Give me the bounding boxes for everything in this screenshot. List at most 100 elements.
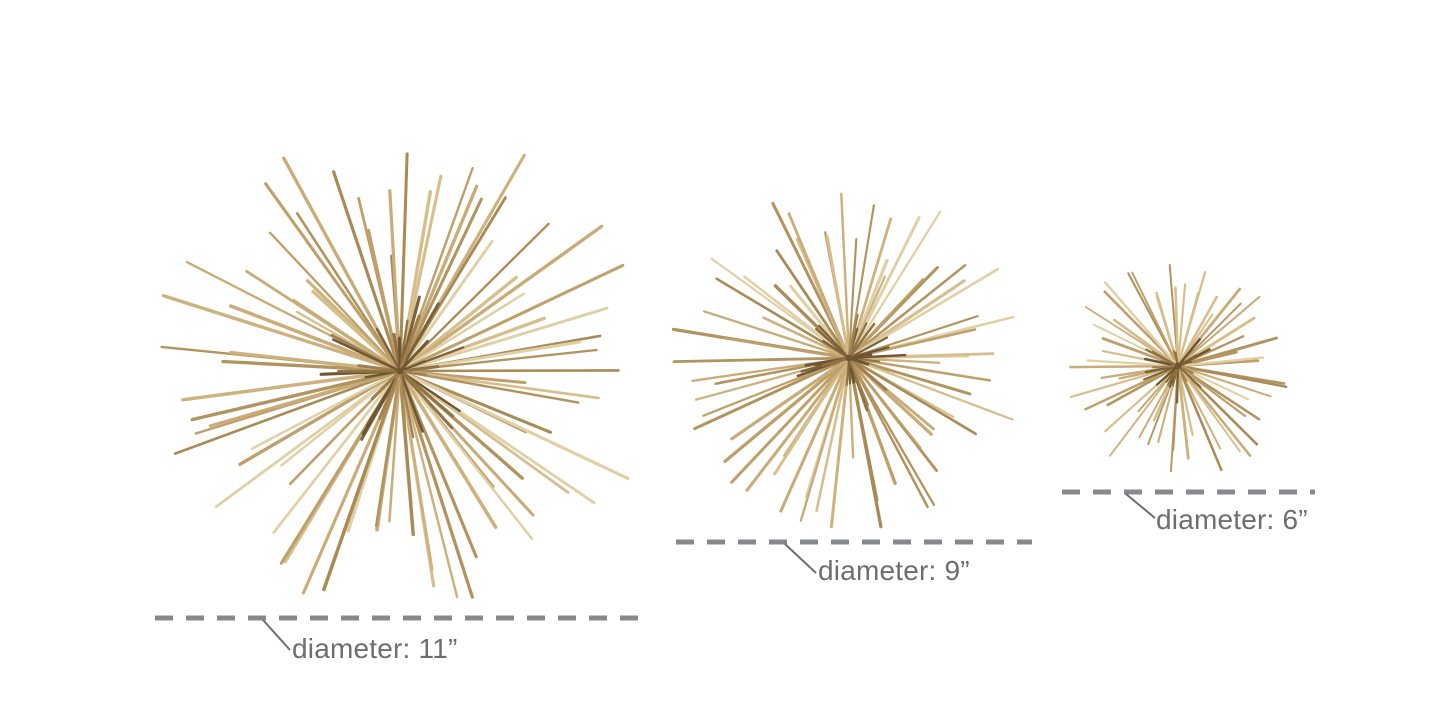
starburst-ray: [850, 278, 925, 357]
starburst-stub: [401, 373, 454, 430]
starburst-ray: [854, 358, 972, 396]
starburst-ray: [311, 289, 396, 367]
starburst-ray: [1137, 369, 1176, 413]
starburst-ray: [402, 222, 550, 369]
starburst-ray: [1184, 368, 1250, 401]
starburst-stub: [370, 370, 401, 401]
starburst-ray: [730, 360, 847, 484]
starburst-stub: [1180, 354, 1198, 366]
starburst-ray: [849, 210, 942, 357]
starburst-ray: [1181, 366, 1272, 398]
starburst-stub: [851, 336, 889, 358]
starburst-ray: [1184, 295, 1261, 361]
starburst-stub: [1178, 365, 1194, 375]
starburst-ray: [715, 277, 847, 358]
starburst-ray: [1184, 316, 1256, 363]
starburst-ray: [402, 374, 534, 541]
starburst-ray: [799, 366, 848, 522]
starburst-stub: [378, 371, 401, 421]
starburst-ray: [401, 224, 604, 371]
starburst-ray: [1178, 369, 1223, 472]
starburst-ray: [388, 378, 401, 523]
starburst-ray: [1179, 365, 1288, 388]
starburst-stub: [403, 360, 426, 371]
starburst-ray: [1177, 371, 1190, 460]
starburst-ray: [322, 378, 399, 592]
starburst-ray: [332, 170, 400, 366]
starburst-ray: [855, 315, 979, 357]
starburst-ray: [238, 371, 398, 466]
starburst-ray: [1181, 350, 1238, 367]
starburst-ray: [272, 371, 400, 534]
starburst-stub: [399, 371, 424, 433]
starburst-ray: [730, 358, 848, 441]
starburst-ray: [787, 212, 849, 356]
starburst-ray: [1183, 372, 1252, 457]
starburst-stub: [399, 314, 421, 369]
starburst-ray: [1084, 367, 1174, 411]
starburst-ray: [723, 337, 840, 358]
starburst-ray: [268, 231, 399, 369]
starburst-ray: [850, 264, 967, 357]
starburst-ray: [852, 279, 966, 357]
starburst-ray: [399, 373, 474, 599]
starburst-ray: [400, 292, 525, 371]
starburst-ray: [1106, 368, 1172, 407]
starburst-stub: [1155, 365, 1178, 386]
starburst-ray: [815, 366, 849, 513]
starburst-stub: [851, 357, 870, 366]
starburst-stub: [1167, 366, 1179, 386]
starburst-ray: [173, 370, 399, 455]
starburst-ray: [850, 360, 922, 450]
starburst-stub: [1178, 367, 1188, 382]
starburst-ray: [849, 204, 875, 352]
starburst-ray: [408, 306, 609, 370]
starburst-ray: [399, 372, 434, 571]
starburst-ray: [745, 359, 849, 492]
starburst-stub: [1180, 367, 1202, 388]
starburst-ray: [402, 340, 582, 372]
starburst-stub: [822, 339, 850, 359]
starburst-stub: [400, 370, 455, 418]
starburst-ray: [282, 156, 397, 364]
starburst-ray: [1101, 336, 1173, 365]
diameter-label-small: diameter: 6”: [1156, 504, 1308, 535]
starburst-ray: [1069, 367, 1170, 399]
starburst-stub: [1143, 365, 1177, 381]
starburst-ray: [250, 372, 397, 450]
starburst-ray: [1178, 370, 1194, 437]
starburst-ray: [853, 357, 941, 364]
label-leader-line-small: [1125, 493, 1156, 519]
starburst-ray: [181, 370, 393, 402]
starburst-ray: [190, 371, 392, 422]
starburst-ray: [1180, 372, 1222, 450]
starburst-ray: [403, 239, 494, 365]
starburst-stub: [364, 370, 399, 379]
starburst-ray: [407, 348, 598, 372]
starburst-stub: [331, 338, 398, 371]
starburst-ray: [825, 235, 850, 354]
starburst-ray: [401, 197, 483, 366]
starburst-stub: [848, 359, 856, 384]
starburst-stub: [1178, 337, 1202, 366]
starburst-ray: [779, 359, 849, 513]
starburst-center-knot: [396, 367, 404, 375]
starburst-ray: [853, 360, 978, 436]
starburst-stub: [849, 353, 907, 360]
starburst-ray: [401, 370, 630, 480]
starburst-ray: [1183, 369, 1247, 418]
starburst-ray: [773, 361, 848, 476]
starburst-ray: [854, 267, 1000, 356]
starburst-ray: [850, 259, 889, 351]
starburst-ray: [854, 357, 991, 382]
starburst-ray: [1174, 286, 1180, 363]
starburst-ray: [1179, 302, 1242, 365]
starburst-ray: [849, 359, 929, 509]
starburst-ray: [264, 182, 397, 366]
starburst-ray: [1131, 271, 1176, 360]
starburst-ray: [775, 249, 849, 357]
starburst-ray: [702, 358, 846, 417]
starburst-ray: [1086, 359, 1170, 367]
